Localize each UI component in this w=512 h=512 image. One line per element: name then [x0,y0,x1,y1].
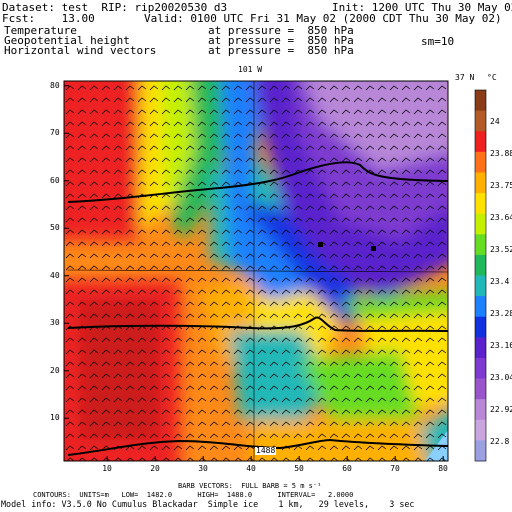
colorbar-swatch [475,151,486,173]
model-info: Model info: V3.5.0 No Cumulus Blackadar … [1,499,415,509]
y-tick-label: 70 [50,128,60,138]
y-tick-label: 20 [50,365,60,375]
colorbar-label: 22.8 [490,437,510,446]
colorbar-swatch [475,316,486,338]
colorbar-swatch [475,296,486,318]
marker-point [371,246,376,251]
colorbar-label: 23.88 [490,149,512,158]
x-tick-label: 10 [102,464,112,473]
x-tick-label: 70 [390,464,400,473]
colorbar-swatch [475,90,486,112]
y-tick-label: 40 [50,270,60,280]
x-tick-label: 50 [294,464,304,473]
x-tick-label: 40 [246,464,256,473]
colorbar-swatch [475,234,486,256]
x-tick-label: 80 [438,464,448,473]
colorbar-swatch [475,399,486,421]
colorbar-swatch [475,357,486,380]
x-tick-label: 60 [342,464,352,473]
contour-label: 1488 [255,446,277,455]
colorbar-swatch [475,131,486,153]
colorbar-label: 23.52 [490,245,512,254]
y-axis [64,85,69,419]
colorbar-label: 23.16 [490,341,512,350]
latitude-label: 37 N [455,73,475,82]
colorbar-label: 24 [490,117,500,126]
colorbar-unit: °C [487,73,497,82]
colorbar-swatch [475,275,486,297]
colorbar-swatch [475,440,486,462]
colorbar-label: 23.28 [490,309,512,318]
marker-point [318,242,323,247]
y-tick-label: 30 [50,318,60,328]
colorbar-swatch [475,172,486,194]
colorbar-label: 23.64 [490,213,512,222]
field-level-temperature: at pressure = 850 hPa [208,24,354,37]
y-tick-label: 80 [50,80,60,90]
dataset-title: Dataset: test RIP: rip20020530 d3 [2,1,228,14]
colorbar-swatch [475,213,486,235]
plot-frame [63,80,449,462]
field-level-wind: at pressure = 850 hPa [208,44,354,57]
y-tick-label: 60 [50,175,60,185]
barb-legend: BARB VECTORS: FULL BARB = 5 m s⁻¹ [178,482,322,490]
longitude-label: 101 W [238,65,263,74]
contour-legend: CONTOURS: UNITS=m LOW= 1482.0 HIGH= 1488… [33,491,354,499]
colorbar [474,89,487,462]
field-name-temperature: Temperature [4,24,77,37]
colorbar-swatch [475,337,486,359]
colorbar-label: 23.4 [490,277,510,286]
init-time: Init: 1200 UTC Thu 30 May 02 [332,1,512,14]
temperature-field [64,81,448,461]
colorbar-swatch [475,254,486,276]
y-tick-label: 50 [50,223,60,233]
field-level-height: at pressure = 850 hPa [208,34,354,47]
colorbar-label: 23.75 [490,181,512,190]
field-name-height: Geopotential height [4,34,130,47]
forecast-hour: Fcst: 13.00 [2,12,95,25]
colorbar-swatch [475,378,486,400]
colorbar-swatch [475,419,486,441]
field-name-wind: Horizontal wind vectors [4,44,157,57]
colorbar-label: 22.92 [490,405,512,414]
x-tick-label: 20 [150,464,160,473]
colorbar-swatch [475,110,486,132]
x-axis [106,456,444,461]
colorbar-swatch [475,193,486,215]
y-tick-label: 10 [50,413,60,423]
colorbar-label: 23.04 [490,373,512,382]
valid-time: Valid: 0100 UTC Fri 31 May 02 (2000 CDT … [144,12,502,25]
x-tick-label: 30 [198,464,208,473]
smoothing-label: sm=10 [421,35,455,48]
